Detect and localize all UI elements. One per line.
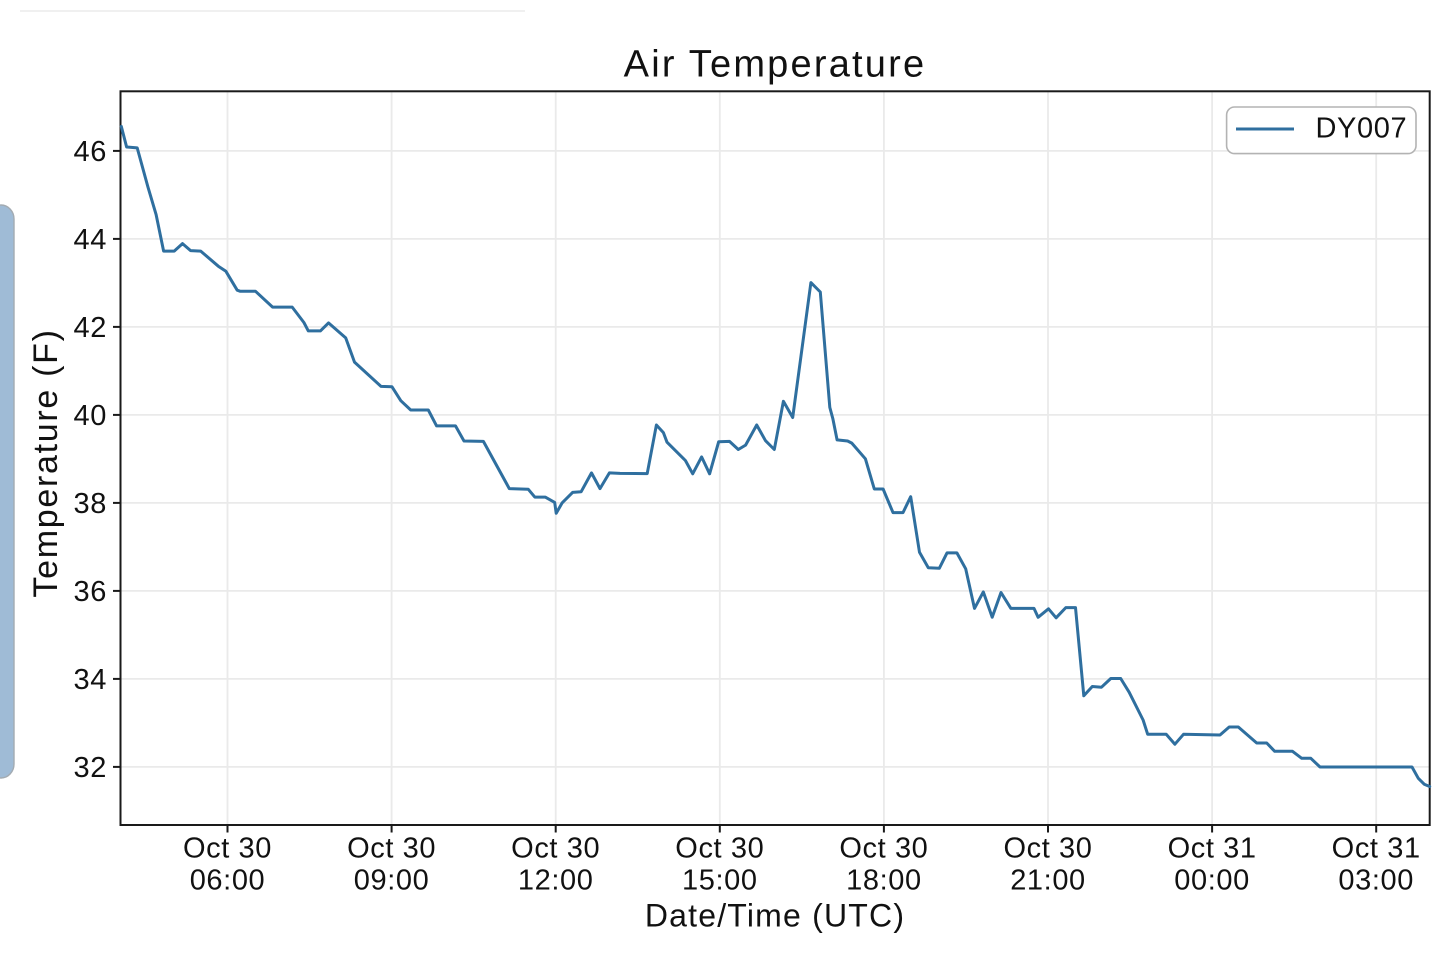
- svg-text:Oct 30: Oct 30: [183, 833, 272, 865]
- svg-text:Temperature (F): Temperature (F): [27, 328, 65, 597]
- svg-text:44: 44: [74, 224, 107, 256]
- svg-text:Oct 30: Oct 30: [839, 833, 928, 865]
- svg-text:40: 40: [74, 400, 107, 432]
- svg-text:32: 32: [74, 752, 107, 784]
- svg-text:03:00: 03:00: [1338, 864, 1414, 896]
- svg-text:34: 34: [74, 664, 107, 696]
- svg-text:38: 38: [74, 488, 107, 520]
- svg-text:36: 36: [74, 576, 107, 608]
- svg-text:15:00: 15:00: [682, 864, 758, 896]
- svg-text:42: 42: [74, 312, 107, 344]
- svg-text:18:00: 18:00: [846, 864, 922, 896]
- svg-text:21:00: 21:00: [1010, 864, 1086, 896]
- svg-text:00:00: 00:00: [1174, 864, 1250, 896]
- svg-text:09:00: 09:00: [354, 864, 430, 896]
- svg-text:DY007: DY007: [1316, 113, 1408, 145]
- svg-text:06:00: 06:00: [190, 864, 266, 896]
- svg-text:Air Temperature: Air Temperature: [624, 44, 927, 86]
- svg-text:Oct 30: Oct 30: [1003, 833, 1092, 865]
- svg-text:Oct 31: Oct 31: [1332, 833, 1421, 865]
- svg-text:Oct 30: Oct 30: [511, 833, 600, 865]
- svg-text:12:00: 12:00: [518, 864, 594, 896]
- svg-text:46: 46: [74, 136, 107, 168]
- svg-text:Oct 30: Oct 30: [347, 833, 436, 865]
- svg-text:Oct 30: Oct 30: [675, 833, 764, 865]
- svg-text:Date/Time (UTC): Date/Time (UTC): [645, 897, 905, 933]
- svg-text:Oct 31: Oct 31: [1168, 833, 1257, 865]
